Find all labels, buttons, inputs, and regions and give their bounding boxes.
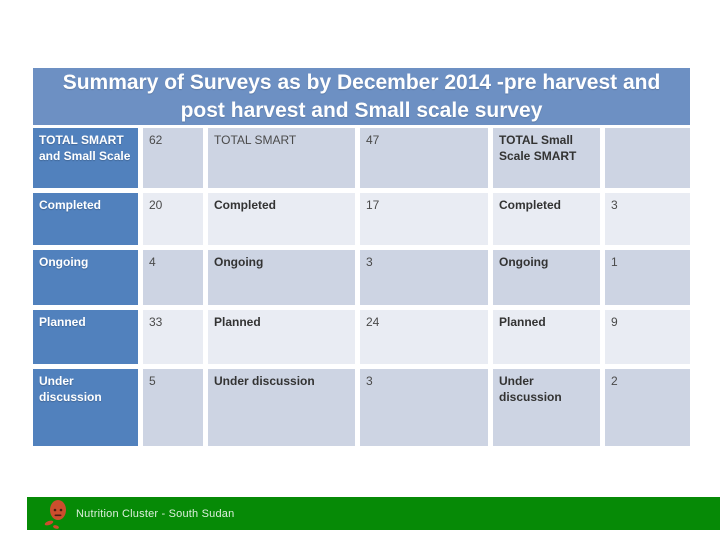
row-header-cell: Under discussion xyxy=(33,369,138,446)
footer-text: Nutrition Cluster - South Sudan xyxy=(76,507,235,520)
value-cell xyxy=(605,128,690,188)
value-cell: 3 xyxy=(605,193,690,245)
category-cell: Planned xyxy=(493,310,600,364)
value-cell: 24 xyxy=(360,310,488,364)
value-cell: 3 xyxy=(360,250,488,305)
value-cell: 2 xyxy=(605,369,690,446)
value-cell: 20 xyxy=(143,193,203,245)
category-cell: TOTAL Small Scale SMART xyxy=(493,128,600,188)
category-cell: TOTAL SMART xyxy=(208,128,355,188)
category-cell: Planned xyxy=(208,310,355,364)
survey-summary-table: TOTAL SMART and Small Scale 62 TOTAL SMA… xyxy=(33,128,690,446)
row-header-cell: TOTAL SMART and Small Scale xyxy=(33,128,138,188)
value-cell: 17 xyxy=(360,193,488,245)
category-cell: Completed xyxy=(493,193,600,245)
value-cell: 4 xyxy=(143,250,203,305)
category-cell: Ongoing xyxy=(208,250,355,305)
value-cell: 47 xyxy=(360,128,488,188)
footer-bar: Nutrition Cluster - South Sudan xyxy=(27,497,720,530)
category-cell: Under discussion xyxy=(493,369,600,446)
value-cell: 3 xyxy=(360,369,488,446)
category-cell: Ongoing xyxy=(493,250,600,305)
value-cell: 33 xyxy=(143,310,203,364)
value-cell: 5 xyxy=(143,369,203,446)
value-cell: 1 xyxy=(605,250,690,305)
row-header-cell: Ongoing xyxy=(33,250,138,305)
row-header-cell: Planned xyxy=(33,310,138,364)
category-cell: Under discussion xyxy=(208,369,355,446)
nutrition-cluster-logo-icon xyxy=(44,500,66,529)
value-cell: 9 xyxy=(605,310,690,364)
slide-title: Summary of Surveys as by December 2014 -… xyxy=(33,68,690,125)
value-cell: 62 xyxy=(143,128,203,188)
row-header-cell: Completed xyxy=(33,193,138,245)
category-cell: Completed xyxy=(208,193,355,245)
